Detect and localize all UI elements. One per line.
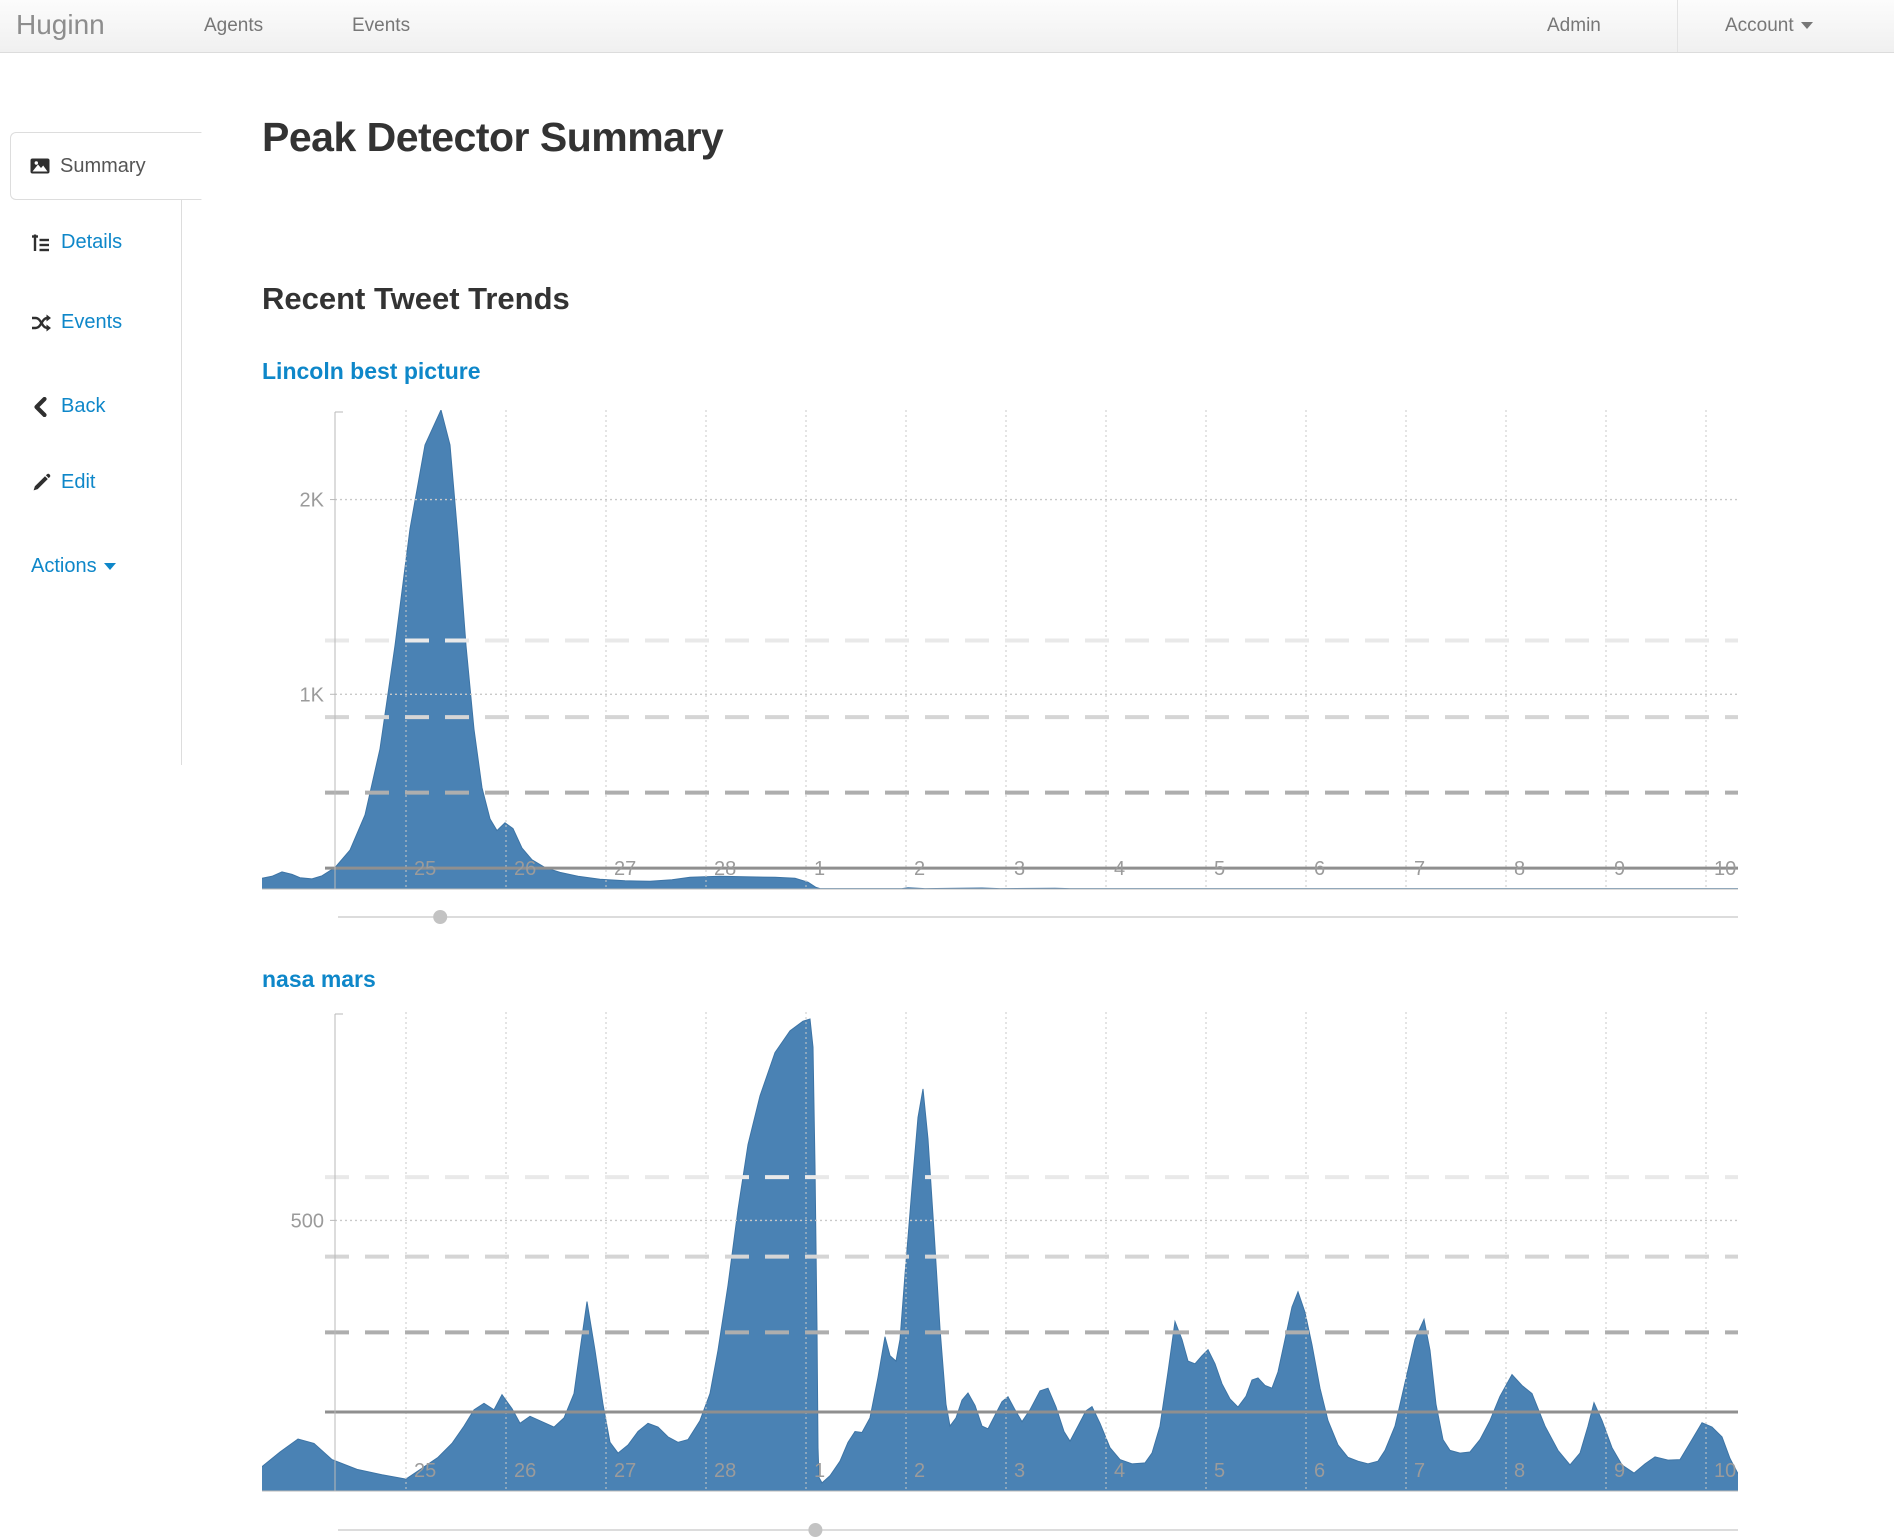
svg-text:26: 26 — [514, 1460, 536, 1482]
svg-text:1K: 1K — [300, 684, 325, 706]
svg-text:4: 4 — [1114, 1460, 1125, 1482]
svg-text:1: 1 — [814, 858, 825, 880]
sidebar-item-events[interactable]: Events — [31, 311, 122, 334]
svg-text:5: 5 — [1214, 858, 1225, 880]
svg-text:2: 2 — [914, 858, 925, 880]
chevron-down-icon — [103, 563, 116, 570]
svg-text:28: 28 — [714, 858, 736, 880]
svg-text:6: 6 — [1314, 858, 1325, 880]
sidebar-item-back[interactable]: Back — [31, 395, 105, 418]
shuffle-icon — [31, 313, 51, 333]
nav-events[interactable]: Events — [352, 15, 411, 36]
tab-summary[interactable]: Summary — [10, 132, 202, 200]
sidebar-item-edit[interactable]: Edit — [31, 471, 95, 494]
svg-text:2: 2 — [914, 1460, 925, 1482]
svg-text:3: 3 — [1014, 858, 1025, 880]
svg-text:5: 5 — [1214, 1460, 1225, 1482]
svg-text:8: 8 — [1514, 1460, 1525, 1482]
range-slider-handle[interactable] — [433, 910, 448, 924]
svg-text:27: 27 — [614, 858, 636, 880]
navbar: Huginn Agents Events Admin Account — [0, 0, 1894, 53]
sidebar-item-details[interactable]: Details — [31, 231, 122, 254]
account-menu[interactable]: Account — [1725, 15, 1813, 37]
svg-text:10: 10 — [1714, 1460, 1736, 1482]
nav-admin[interactable]: Admin — [1547, 15, 1601, 36]
svg-text:8: 8 — [1514, 858, 1525, 880]
chart-nasa-plot: 500 25 26 27 28 1 2 3 4 5 6 7 8 9 10 — [261, 1012, 1739, 1537]
sidebar-item-actions[interactable]: Actions — [31, 555, 116, 578]
range-slider-handle[interactable] — [808, 1523, 823, 1537]
chart-link-lincoln[interactable]: Lincoln best picture — [262, 358, 481, 384]
svg-text:1: 1 — [814, 1460, 825, 1482]
svg-text:6: 6 — [1314, 1460, 1325, 1482]
page-title: Peak Detector Summary — [262, 114, 724, 160]
tab-summary-label: Summary — [60, 154, 146, 177]
svg-text:26: 26 — [514, 858, 536, 880]
svg-text:2K: 2K — [300, 490, 325, 512]
svg-text:28: 28 — [714, 1460, 736, 1482]
nav-agents[interactable]: Agents — [204, 15, 264, 36]
chevron-left-icon — [31, 396, 51, 417]
svg-text:10: 10 — [1714, 858, 1736, 880]
svg-text:3: 3 — [1014, 1460, 1025, 1482]
svg-text:25: 25 — [414, 1460, 436, 1482]
sidebar-border — [181, 132, 182, 765]
svg-text:7: 7 — [1414, 1460, 1425, 1482]
chart-lincoln-plot: 1K 2K 25 26 27 28 1 2 3 4 5 6 7 8 9 10 — [261, 408, 1738, 924]
brand[interactable]: Huginn — [16, 9, 105, 40]
svg-text:7: 7 — [1414, 858, 1425, 880]
chart-lincoln: 1K 2K 25 26 27 28 1 2 3 4 5 6 7 8 9 10 — [261, 408, 1738, 950]
svg-text:27: 27 — [614, 1460, 636, 1482]
image-icon — [30, 156, 50, 176]
svg-text:9: 9 — [1614, 858, 1625, 880]
chart-link-nasa[interactable]: nasa mars — [262, 966, 376, 992]
svg-text:4: 4 — [1114, 858, 1125, 880]
svg-text:25: 25 — [414, 858, 436, 880]
svg-text:500: 500 — [291, 1210, 324, 1232]
navbar-divider — [1677, 0, 1678, 52]
list-icon — [31, 233, 51, 253]
chart-nasa: 500 25 26 27 28 1 2 3 4 5 6 7 8 9 10 — [261, 1012, 1739, 1540]
section-title: Recent Tweet Trends — [262, 281, 570, 316]
svg-text:9: 9 — [1614, 1460, 1625, 1482]
pencil-icon — [31, 473, 51, 493]
chevron-down-icon — [1800, 22, 1813, 30]
